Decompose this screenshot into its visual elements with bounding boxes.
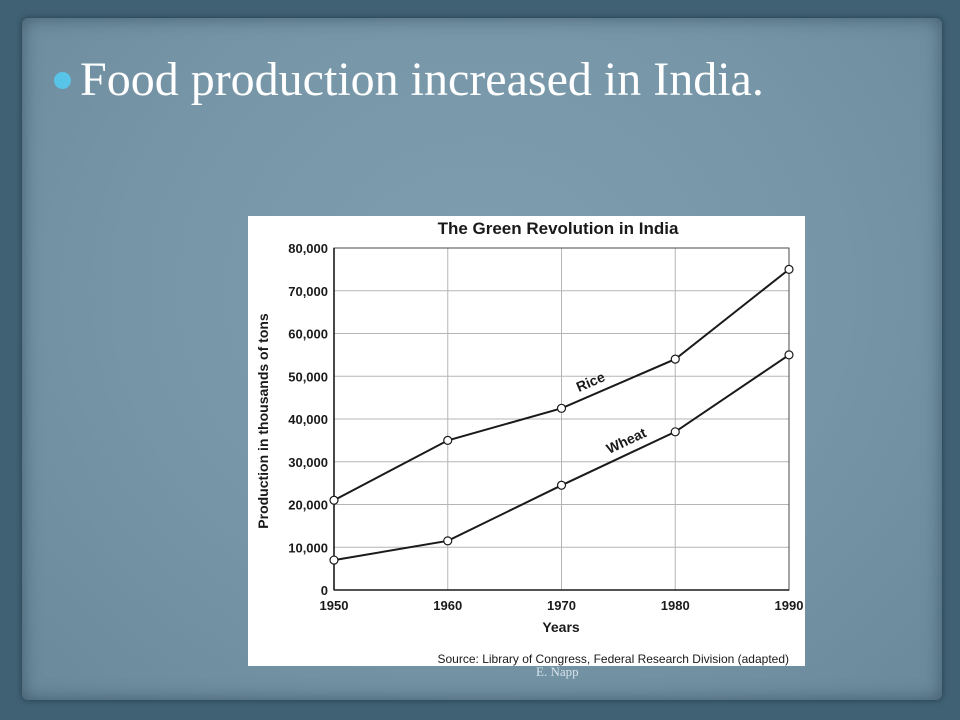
data-point-rice (784, 264, 794, 274)
chart-title: The Green Revolution in India (438, 219, 679, 238)
series-label-wheat: Wheat (604, 424, 649, 457)
y-tick-label: 30,000 (288, 455, 328, 470)
y-tick-label: 80,000 (288, 241, 328, 256)
data-point-wheat (784, 350, 794, 360)
x-tick-label: 1990 (775, 598, 804, 613)
y-tick-label: 20,000 (288, 498, 328, 513)
y-axis-label: Production in thousands of tons (255, 313, 271, 529)
bullet-dot-icon (54, 72, 71, 89)
data-point-wheat (556, 480, 567, 490)
data-point-rice (443, 435, 453, 445)
data-point-rice (329, 495, 339, 505)
data-point-wheat (670, 427, 680, 437)
chart-panel: The Green Revolution in India Production… (248, 216, 805, 666)
data-point-wheat (443, 536, 453, 546)
y-tick-label: 40,000 (288, 412, 328, 427)
bullet-text: Food production increased in India. (80, 53, 764, 106)
x-tick-label: 1980 (661, 598, 690, 613)
y-tick-label: 70,000 (288, 284, 328, 299)
x-tick-label: 1950 (320, 598, 349, 613)
x-axis-label: Years (542, 619, 580, 635)
y-tick-label: 10,000 (288, 540, 328, 555)
x-tick-label: 1970 (547, 598, 576, 613)
footer-credit: E. Napp (536, 664, 579, 679)
x-tick-label: 1960 (433, 598, 462, 613)
y-tick-label: 0 (321, 583, 328, 598)
chart-source: Source: Library of Congress, Federal Res… (438, 652, 790, 666)
green-revolution-chart: The Green Revolution in India Production… (255, 219, 804, 666)
data-point-rice (556, 403, 567, 413)
y-tick-label: 50,000 (288, 369, 328, 384)
data-point-rice (670, 354, 680, 364)
data-point-wheat (329, 555, 339, 565)
y-tick-label: 60,000 (288, 327, 328, 342)
